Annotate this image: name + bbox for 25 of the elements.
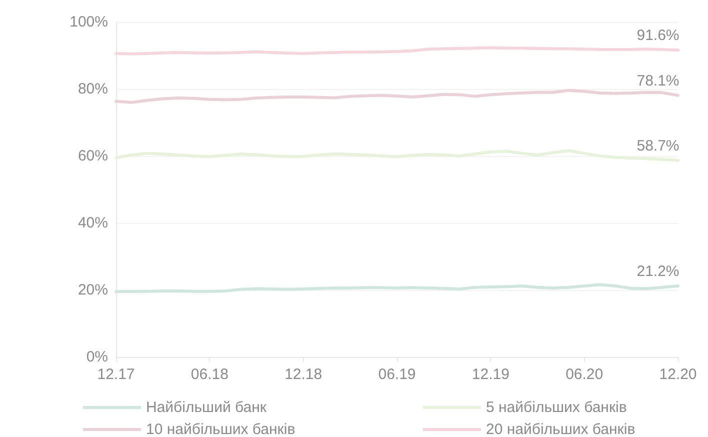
x-tick-label: 06.19 [378,366,416,383]
data-label: 91.6% [636,27,680,44]
y-tick-label: 40% [78,214,108,232]
x-tick-label: 12.18 [284,366,322,383]
line-series [114,283,680,294]
data-label: 21.2% [636,262,680,280]
legend-label: Найбільший банк [146,399,267,416]
line-series [114,149,680,162]
legend-label: 10 найбільших банків [146,421,296,437]
x-tick-label: 06.18 [190,366,228,383]
legend-label: 20 найбільших банків [486,421,636,437]
y-tick-label: 60% [78,148,108,164]
x-tick-label: 06.20 [566,366,604,383]
legend-label: 5 найбільших банків [486,399,627,416]
data-label: 78.1% [636,72,680,90]
x-tick-label: 12.17 [97,366,135,383]
y-tick-label: 20% [78,282,108,298]
y-tick-label: 100% [70,14,108,30]
x-tick-label: 12.19 [472,366,510,383]
x-tick-label: 12.20 [659,366,697,383]
line-series [114,46,680,56]
data-label: 58.7% [636,137,680,154]
y-tick-label: 0% [86,348,108,366]
line-series [114,88,680,104]
y-tick-label: 80% [78,80,108,98]
